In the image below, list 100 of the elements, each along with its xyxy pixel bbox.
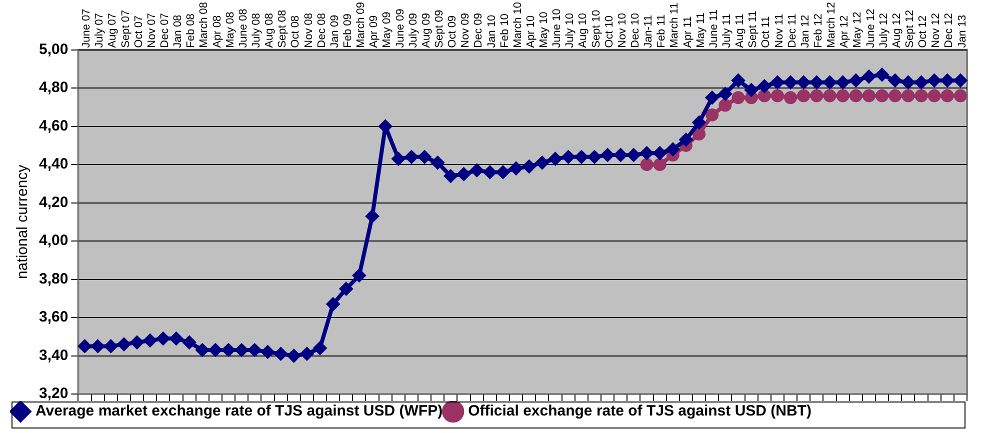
x-tick-label: June 09 [394,8,406,48]
x-tick-label: Apr 11 [682,16,694,48]
x-tick-label: Feb 12 [812,14,825,48]
x-tick-label: July 07 [94,12,106,48]
x-tick-label: May 08 [224,12,236,48]
point [640,158,654,172]
x-tick-label: Dec 12 [943,12,956,48]
x-tick-label: Nov 07 [146,12,158,48]
x-tick-label: March 12 [826,2,838,48]
point [810,89,824,102]
point [784,91,798,104]
x-tick-label: Nov 12 [930,12,942,48]
y-tick-label: 3,80 [38,270,68,288]
point [706,108,719,122]
x-tick-label: Aug 08 [264,12,276,48]
x-tick-label: Oct 07 [132,15,145,48]
point [954,89,967,102]
x-tick-label: March 09 [355,2,368,48]
x-tick-label: Jan 13 [956,14,968,48]
legend-label: Official exchange rate of TJS against USD (NBT) [468,402,812,420]
point [888,89,902,102]
x-tick-label: Sept 11 [747,10,760,48]
point [718,98,732,112]
x-tick-label: May 12 [852,12,864,48]
x-tick-label: July 09 [407,12,420,48]
point [862,89,876,102]
x-tick-label: Jan 12 [799,14,812,48]
x-tick-label: Dec 11 [786,14,798,48]
x-tick-label: Sept 07 [120,10,132,48]
x-tick-label: Sept 08 [276,10,289,48]
x-tick-label: May 10 [538,12,550,48]
x-tick-label: Sept 10 [590,10,602,48]
x-tick-label: July 08 [250,12,262,48]
x-tick-label: June 11 [708,10,720,48]
x-tick-label: Dec 08 [316,12,328,48]
x-tick-label: Oct 09 [446,15,459,48]
x-tick-label: July 11 [721,14,734,48]
point [653,158,666,172]
x-tick-label: Oct 08 [290,15,302,48]
point [940,89,954,102]
y-tick-label: 4,20 [38,194,68,211]
point [770,89,784,102]
x-tick-label: Aug 07 [106,12,119,48]
y-tick-label: 3,20 [38,385,68,402]
x-tick-label: March 08 [198,2,210,48]
x-tick-label: June 10 [551,8,564,48]
y-axis-title: national currency [14,164,32,280]
y-tick-label: 3,40 [38,346,68,364]
x-tick-label: Nov 08 [302,12,315,48]
x-tick-label: Feb 11 [656,14,668,48]
point [876,89,889,102]
x-tick-label: Aug 10 [577,12,590,48]
x-tick-label: Dec 10 [630,12,642,48]
point [902,89,915,102]
x-tick-label: Jan 08 [172,14,184,48]
x-tick-label: Apr 09 [368,15,380,48]
legend-label: Average market exchange rate of TJS against USD (WFP) [36,402,443,420]
point [823,89,836,102]
x-tick-label: Oct 12 [917,15,930,48]
point [797,89,810,102]
x-tick-label: June 07 [80,8,93,48]
x-tick-label: Apr 12 [838,15,851,48]
x-tick-label: Nov 09 [460,12,472,48]
y-tick-label: 4,40 [38,156,68,173]
x-tick-label: March 10 [512,2,524,48]
point [849,89,862,102]
x-tick-label: Jan-11 [642,15,655,48]
x-tick-label: Aug 09 [420,12,432,48]
x-tick-label: June 12 [864,8,877,48]
x-tick-label: June 08 [237,8,250,48]
y-tick-label: 4,80 [38,79,68,96]
x-tick-label: Sept 09 [433,10,446,48]
y-tick-label: 4,00 [38,232,68,250]
point [928,89,941,102]
x-tick-label: Feb 10 [498,14,511,48]
point [732,91,745,104]
x-tick-label: Jan 09 [328,14,341,48]
x-tick-label: Dec 09 [472,12,485,48]
x-tick-label: Nov 10 [616,12,628,48]
x-tick-label: May 11 [694,12,707,48]
x-tick-label: July 12 [878,12,890,48]
x-tick-label: Sept 12 [904,10,916,48]
y-tick-label: 5,00 [38,40,68,58]
x-tick-label: Oct 11 [760,16,772,48]
x-tick-label: Aug 12 [890,12,903,48]
x-tick-label: May 09 [381,12,394,48]
x-tick-label: Oct 10 [603,15,616,48]
x-tick-label: March 11 [668,2,681,48]
x-tick-label: Nov 11 [773,14,786,48]
x-tick-label: Dec 07 [158,12,171,48]
x-tick-label: Apr 10 [524,15,537,48]
y-tick-label: 4,60 [38,117,68,134]
x-tick-label: Apr 08 [211,15,224,48]
x-tick-label: July 10 [564,12,576,48]
x-tick-label: Feb 08 [185,14,198,48]
x-tick-label: Aug 11 [734,14,746,48]
y-tick-label: 3,60 [38,308,68,326]
x-tick-label: Jan 10 [486,14,498,48]
point [836,89,850,102]
point [692,127,706,140]
